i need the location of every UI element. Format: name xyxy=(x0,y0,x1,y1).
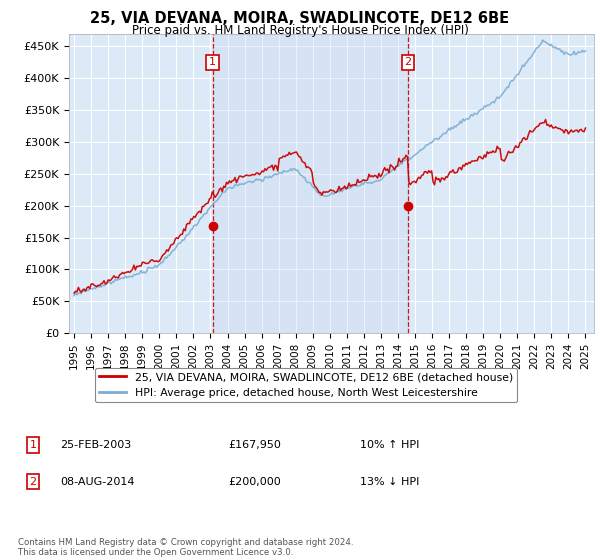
Text: £200,000: £200,000 xyxy=(228,477,281,487)
Text: 2: 2 xyxy=(404,57,412,67)
Text: 13% ↓ HPI: 13% ↓ HPI xyxy=(360,477,419,487)
Text: 10% ↑ HPI: 10% ↑ HPI xyxy=(360,440,419,450)
Text: 1: 1 xyxy=(29,440,37,450)
Bar xyxy=(212,34,408,333)
Text: 08-AUG-2014: 08-AUG-2014 xyxy=(60,477,134,487)
Legend: 25, VIA DEVANA, MOIRA, SWADLINCOTE, DE12 6BE (detached house), HPI: Average pric: 25, VIA DEVANA, MOIRA, SWADLINCOTE, DE12… xyxy=(95,368,517,402)
Text: 2: 2 xyxy=(29,477,37,487)
Text: £167,950: £167,950 xyxy=(228,440,281,450)
Text: 25-FEB-2003: 25-FEB-2003 xyxy=(60,440,131,450)
Text: 25, VIA DEVANA, MOIRA, SWADLINCOTE, DE12 6BE: 25, VIA DEVANA, MOIRA, SWADLINCOTE, DE12… xyxy=(91,11,509,26)
Text: 1: 1 xyxy=(209,57,216,67)
Text: Price paid vs. HM Land Registry's House Price Index (HPI): Price paid vs. HM Land Registry's House … xyxy=(131,24,469,37)
Text: Contains HM Land Registry data © Crown copyright and database right 2024.
This d: Contains HM Land Registry data © Crown c… xyxy=(18,538,353,557)
